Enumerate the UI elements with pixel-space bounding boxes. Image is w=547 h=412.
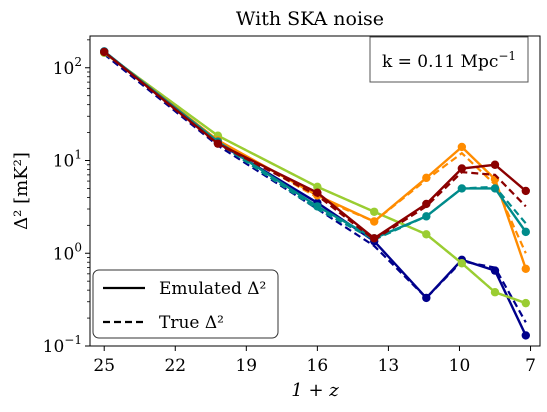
x-tick-label: 13 xyxy=(378,356,400,376)
x-tick-label: 10 xyxy=(449,356,471,376)
annotation-sup: −1 xyxy=(498,49,516,63)
legend-entry-emulated: Emulated Δ² xyxy=(159,279,266,299)
data-point xyxy=(521,331,530,340)
annotation-prefix: k = 0.11 Mpc xyxy=(382,52,498,72)
data-point xyxy=(521,227,530,237)
y-tick-exponent: 2 xyxy=(74,55,82,69)
data-point xyxy=(457,164,467,173)
data-point xyxy=(521,298,530,308)
y-tick-exponent: 0 xyxy=(74,240,82,254)
chart-title: With SKA noise xyxy=(236,8,384,30)
annotation-text: k = 0.11 Mpc−1 xyxy=(382,49,516,72)
plot-frame xyxy=(89,35,541,347)
data-point xyxy=(457,259,467,268)
data-point xyxy=(490,160,500,169)
y-tick-exponent: −1 xyxy=(64,333,82,347)
y-tick-base: 10 xyxy=(53,59,75,79)
data-point xyxy=(313,182,322,192)
data-point xyxy=(457,142,467,152)
true-line xyxy=(103,53,527,323)
data-point xyxy=(490,266,500,275)
data-point xyxy=(490,288,500,297)
legend: Emulated Δ² True Δ² xyxy=(92,269,279,339)
x-tick-label: 19 xyxy=(235,356,257,376)
emulated-line xyxy=(103,51,527,270)
data-point xyxy=(422,212,431,221)
data-point xyxy=(422,199,431,209)
data-point xyxy=(457,184,467,193)
data-point xyxy=(100,47,109,57)
x-axis-label: 1 + z xyxy=(291,380,339,401)
annotation-box: k = 0.11 Mpc−1 xyxy=(369,36,529,83)
data-point xyxy=(370,207,379,216)
annotation-frame xyxy=(369,36,529,83)
data-point xyxy=(490,184,500,193)
x-tick-label: 22 xyxy=(164,356,186,376)
x-tick-label: 25 xyxy=(93,356,115,376)
y-tick-label: 100 xyxy=(53,240,82,264)
data-point xyxy=(422,230,431,239)
y-tick-label: 102 xyxy=(53,55,82,79)
series-layer xyxy=(100,47,530,340)
y-tick-label: 10−1 xyxy=(43,333,82,357)
x-tick-label: 7 xyxy=(525,356,536,376)
y-tick-base: 10 xyxy=(53,152,75,172)
data-point xyxy=(521,264,530,273)
emulated-line xyxy=(103,51,527,240)
data-point xyxy=(213,139,223,148)
y-tick-base: 10 xyxy=(43,337,65,357)
legend-entry-true: True Δ² xyxy=(159,313,224,333)
data-point xyxy=(370,217,379,226)
data-point xyxy=(370,234,379,243)
data-point xyxy=(521,186,530,196)
series-4 xyxy=(100,47,530,243)
data-point xyxy=(313,188,322,197)
y-axis-label: Δ² [mK²] xyxy=(11,152,32,230)
y-tick-label: 101 xyxy=(53,148,82,172)
data-point xyxy=(313,202,322,211)
data-point xyxy=(422,173,431,183)
emulated-line xyxy=(103,51,527,305)
x-axis-ticks: 25 22 19 16 13 10 7 xyxy=(93,346,536,376)
data-point xyxy=(422,293,431,303)
y-tick-base: 10 xyxy=(53,244,75,264)
y-tick-exponent: 1 xyxy=(74,148,82,162)
x-tick-label: 16 xyxy=(307,356,329,376)
